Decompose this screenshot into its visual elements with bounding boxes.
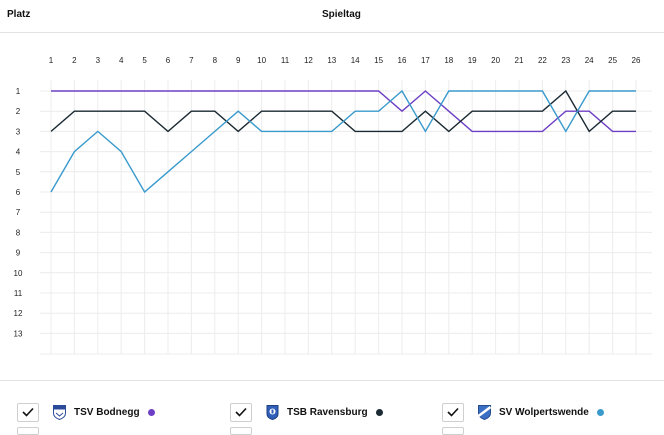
series-line-tsv-bodnegg: [51, 90, 636, 133]
y-tick-label: 11: [14, 289, 23, 298]
y-tick-label: 13: [14, 329, 23, 338]
legend-item-tsb-ravensburg[interactable]: TSB Ravensburg: [230, 402, 383, 422]
x-tick-label: 26: [632, 56, 641, 65]
x-tick-label: 15: [374, 56, 383, 65]
legend-color-dot: [596, 408, 604, 416]
y-tick-label: 7: [16, 208, 21, 217]
y-tick-label: 5: [16, 168, 21, 177]
checkmark-icon: [447, 407, 459, 417]
chart-grid: [40, 80, 652, 355]
y-tick-label: 10: [14, 269, 23, 278]
standings-line-chart: 1 2 3 4 5 6 7 8 9 10 11 12 13 14 15 16 17 18 19 20 21 22 23 24 2…: [14, 56, 652, 355]
legend-item-tsv-bodnegg[interactable]: TSV Bodnegg: [17, 402, 155, 422]
x-tick-label: 20: [491, 56, 500, 65]
legend-color-dot: [147, 408, 155, 416]
y-tick-label: 8: [16, 228, 21, 237]
matchday-axis-title: Spieltag: [322, 9, 361, 20]
header-divider: [0, 32, 664, 33]
x-tick-label: 24: [585, 56, 594, 65]
legend-label: TSV Bodnegg: [74, 406, 140, 418]
legend-color-dot: [375, 408, 383, 416]
tsb-ravensburg-crest-icon: [266, 404, 279, 420]
legend-divider: [0, 380, 664, 381]
y-tick-label: 2: [16, 107, 21, 116]
x-tick-label: 18: [444, 56, 453, 65]
legend-checkbox-tsb-ravensburg[interactable]: [230, 402, 252, 422]
x-tick-label: 17: [421, 56, 430, 65]
sv-wolpertswende-crest-icon: [478, 404, 491, 420]
x-tick-label: 6: [166, 56, 171, 65]
tsv-bodnegg-crest-icon: [53, 404, 66, 420]
x-tick-label: 1: [49, 56, 54, 65]
series-lines: [50, 89, 636, 194]
x-tick-label: 4: [119, 56, 124, 65]
legend-checkbox-next-row[interactable]: [442, 427, 464, 435]
x-tick-label: 12: [304, 56, 313, 65]
y-tick-label: 6: [16, 188, 21, 197]
y-tick-label: 4: [16, 148, 21, 157]
legend-label: TSB Ravensburg: [287, 406, 368, 418]
x-tick-label: 21: [515, 56, 524, 65]
x-tick-label: 8: [213, 56, 218, 65]
x-tick-label: 11: [281, 56, 290, 65]
x-tick-label: 5: [142, 56, 147, 65]
chart-header: Platz Spieltag: [0, 0, 664, 33]
legend-checkbox-sv-wolpertswende[interactable]: [442, 402, 464, 422]
y-tick-label: 1: [16, 87, 21, 96]
checkmark-icon: [235, 407, 247, 417]
x-tick-label: 25: [608, 56, 617, 65]
legend-label: SV Wolpertswende: [499, 406, 589, 418]
legend-checkbox-tsv-bodnegg[interactable]: [17, 402, 39, 422]
y-tick-label: 3: [16, 127, 21, 136]
y-tick-label: 9: [16, 249, 21, 258]
x-tick-label: 3: [96, 56, 101, 65]
legend-checkbox-next-row[interactable]: [230, 427, 252, 435]
x-tick-label: 2: [72, 56, 77, 65]
legend-checkbox-next-row[interactable]: [17, 427, 39, 435]
legend-item-sv-wolpertswende[interactable]: SV Wolpertswende: [442, 402, 604, 422]
checkmark-icon: [22, 407, 34, 417]
x-tick-label: 19: [468, 56, 477, 65]
series-line-sv-wolpertswende: [50, 89, 636, 194]
x-tick-label: 23: [561, 56, 570, 65]
x-tick-label: 10: [257, 56, 266, 65]
x-tick-labels: 1 2 3 4 5 6 7 8 9 10 11 12 13 14 15 16 17 18 19 20 21 22 23 24 2…: [49, 56, 641, 65]
x-tick-label: 16: [398, 56, 407, 65]
x-tick-label: 14: [351, 56, 360, 65]
x-tick-label: 7: [189, 56, 194, 65]
x-tick-label: 22: [538, 56, 547, 65]
rank-axis-title: Platz: [7, 9, 31, 20]
x-tick-label: 9: [236, 56, 241, 65]
y-tick-label: 12: [14, 309, 23, 318]
x-tick-label: 13: [327, 56, 336, 65]
